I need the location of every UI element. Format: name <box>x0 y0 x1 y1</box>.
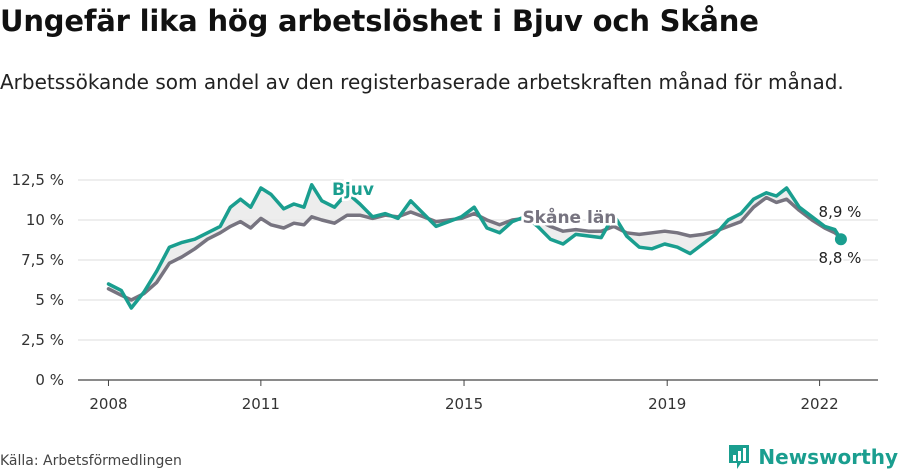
grid-lines <box>78 179 878 381</box>
bjuv-end-value: 8,8 % <box>819 249 862 267</box>
chart-title: Ungefär lika hög arbetslöshet i Bjuv och… <box>0 4 759 38</box>
y-tick-label: 10 % <box>26 211 64 229</box>
chart-subtitle: Arbetssökande som andel av den registerb… <box>0 70 844 94</box>
x-axis: 2008 2011 2015 2019 2022 <box>89 380 839 413</box>
x-tick-label: 2019 <box>648 395 686 413</box>
y-tick-label: 5 % <box>35 291 64 309</box>
line-chart: 0 %2,5 %5 %7,5 %10 %12,5 % 2008 2011 2015 2… <box>12 171 878 413</box>
brand-logo: Newsworthy <box>727 442 898 472</box>
brand-name: Newsworthy <box>758 445 898 469</box>
y-axis: 0 % 2,5 % 5 % 7,5 % 10 % 12,5 % <box>12 171 64 389</box>
bjuv-series-label: Bjuv <box>332 180 374 200</box>
y-tick-label: 12,5 % <box>12 171 64 189</box>
skane-end-value: 8,9 % <box>819 203 862 221</box>
source-note: Källa: Arbetsförmedlingen <box>0 453 182 469</box>
y-tick-label: 7,5 % <box>21 251 64 269</box>
bjuv-series-line <box>106 183 843 310</box>
gap-fill-area <box>108 184 841 308</box>
series-labels: Bjuv Skåne län 8,9 % 8,8 % <box>329 178 863 270</box>
y-tick-label: 0 % <box>35 371 64 389</box>
x-tick-label: 2011 <box>242 395 280 413</box>
skane-series-label: Skåne län <box>522 206 616 228</box>
x-tick-label: 2015 <box>445 395 483 413</box>
newsworthy-logo-icon <box>729 445 750 469</box>
x-tick-label: 2022 <box>800 395 838 413</box>
y-tick-label: 2,5 % <box>21 331 64 349</box>
skane-series-line <box>106 195 843 302</box>
x-tick-label: 2008 <box>89 395 127 413</box>
series-lines <box>106 183 847 310</box>
bjuv-end-point <box>834 233 847 246</box>
